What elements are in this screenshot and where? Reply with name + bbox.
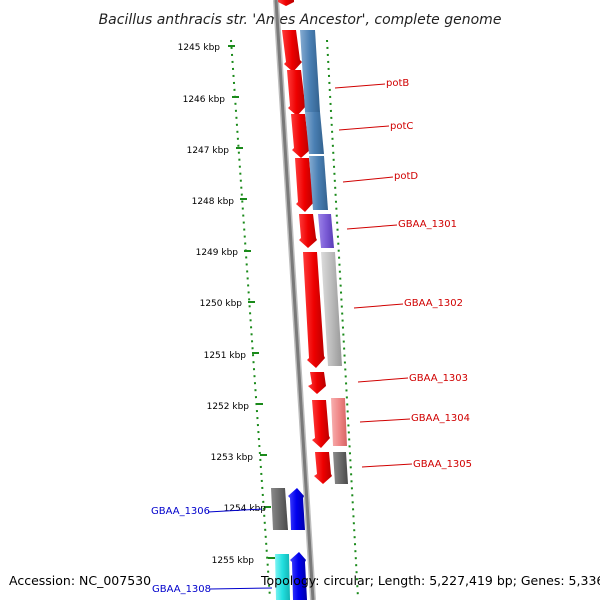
gene-arrow-partial[interactable] (278, 0, 294, 6)
kbp-label: 1251 kbp (204, 351, 247, 361)
gene-label-potB[interactable]: potB (386, 78, 409, 89)
kbp-label: 1245 kbp (178, 43, 221, 53)
gene-label-potD[interactable]: potD (394, 171, 418, 182)
kbp-label: 1247 kbp (187, 146, 230, 156)
kbp-label: 1249 kbp (196, 248, 239, 258)
kbp-label: 1253 kbp (211, 453, 254, 463)
gene-label-GBAA_1305[interactable]: GBAA_1305 (413, 459, 472, 470)
gene-arrow-GBAA_1304[interactable] (312, 400, 330, 448)
ortholog-box-potD[interactable] (309, 156, 328, 210)
gene-arrow-potC[interactable] (287, 70, 306, 116)
ortholog-box-GBAA_1302[interactable] (321, 252, 342, 366)
gene-arrow-GBAA_1305[interactable] (314, 452, 332, 484)
kbp-label: 1255 kbp (212, 556, 255, 566)
ortholog-box-GBAA_1304[interactable] (331, 398, 347, 446)
gene-label-GBAA_1302[interactable]: GBAA_1302 (404, 298, 463, 309)
ortholog-box-GBAA_1301[interactable] (318, 214, 334, 248)
left-dotted-scale-line (230, 39, 271, 599)
gene-label-GBAA_1301[interactable]: GBAA_1301 (398, 219, 457, 230)
kbp-ticks (228, 45, 275, 559)
gene-label-GBAA_1306[interactable]: GBAA_1306 (151, 506, 210, 517)
gene-label-GBAA_1304[interactable]: GBAA_1304 (411, 413, 470, 424)
ortholog-box-GBAA_1305[interactable] (333, 452, 348, 484)
gene-label-GBAA_1308[interactable]: GBAA_1308 (152, 584, 211, 595)
kbp-label: 1246 kbp (183, 95, 226, 105)
gene-arrow-potB[interactable] (282, 30, 302, 72)
gene-label-leaders (334, 83, 413, 468)
gene-arrow-potD-2[interactable] (295, 158, 314, 212)
kbp-label: 1252 kbp (207, 402, 250, 412)
gene-arrow-GBAA_1308[interactable] (290, 552, 307, 600)
gene-arrow-GBAA_1303[interactable] (308, 372, 326, 394)
genome-axis (274, 0, 315, 600)
topology-text: Topology: circular; Length: 5,227,419 bp… (261, 573, 600, 588)
ortholog-box-GBAA_1306[interactable] (271, 488, 288, 530)
gene-arrow-GBAA_1308-cyan[interactable] (275, 554, 290, 600)
ortholog-box-potC[interactable] (305, 112, 324, 154)
kbp-label: 1248 kbp (192, 197, 235, 207)
accession-text: Accession: NC_007530 (9, 573, 152, 588)
gene-arrow-GBAA_1301[interactable] (299, 214, 317, 248)
gene-label-GBAA_1303[interactable]: GBAA_1303 (409, 373, 468, 384)
gene-arrow-GBAA_1302[interactable] (303, 252, 325, 368)
map-title: Bacillus anthracis str. 'Ames Ancestor',… (99, 12, 502, 28)
kbp-label: 1254 kbp (224, 504, 267, 514)
gene-label-potC[interactable]: potC (390, 121, 413, 132)
ortholog-box-potB[interactable] (300, 30, 320, 112)
gene-arrow-GBAA_1306[interactable] (288, 488, 305, 530)
gene-arrow-potD[interactable] (291, 114, 310, 158)
gene-label-leaders-blue (207, 508, 273, 590)
kbp-label: 1250 kbp (200, 299, 243, 309)
